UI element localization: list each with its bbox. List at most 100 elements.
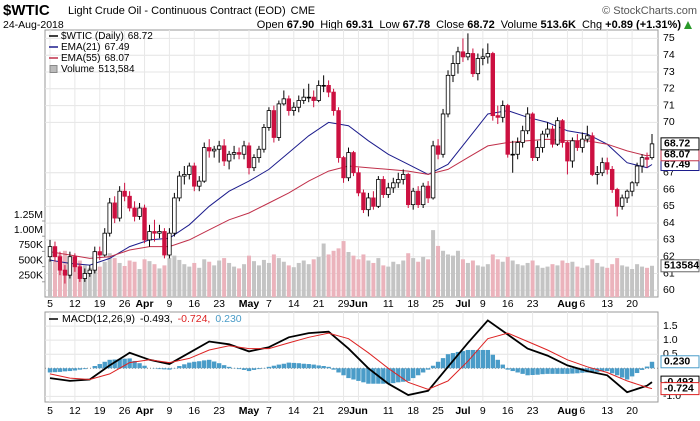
volume-bar <box>346 252 351 297</box>
volume-bar <box>122 265 127 297</box>
y-tick-label: 65 <box>663 200 675 212</box>
candle-body <box>495 115 500 118</box>
macd-histogram-bar <box>211 361 217 369</box>
quote-label: Low <box>379 19 399 31</box>
volume-bar <box>560 260 565 297</box>
macd-histogram-bar <box>639 368 645 370</box>
macd-line <box>49 332 653 390</box>
change-arrow <box>684 21 692 29</box>
candle-body <box>132 207 137 217</box>
x-tick-label: 9 <box>480 298 486 310</box>
x-tick-label: Jul <box>455 298 470 310</box>
legend-name: EMA(55) <box>61 53 100 64</box>
macd-histogram-bar <box>192 361 197 369</box>
volume-bar <box>411 258 416 297</box>
candle-body <box>480 56 486 59</box>
x-tick-label: 9 <box>166 298 172 310</box>
volume-bar <box>57 254 62 297</box>
volume-bar <box>311 259 316 297</box>
candle-body <box>207 147 212 152</box>
candle-body <box>117 190 122 219</box>
volume-bar <box>535 265 540 297</box>
volume-bar <box>187 266 192 297</box>
candle-body <box>565 142 570 162</box>
macd-histogram-bar <box>187 362 192 369</box>
volume-bar <box>595 262 600 297</box>
macd-histogram-bar <box>306 364 311 369</box>
quote: Open 67.90 High 69.31 Low 67.78 Close 68.72 Volu… <box>257 19 682 31</box>
volume-bar <box>465 262 470 297</box>
quote-label: Close <box>436 19 464 31</box>
quote-value: 67.78 <box>403 19 431 31</box>
candle-body <box>361 192 366 211</box>
candle-body <box>122 190 127 197</box>
macd-histogram-bar <box>276 364 282 369</box>
macd-histogram-bar <box>97 364 102 369</box>
volume-bar <box>306 264 311 297</box>
macd-histogram-bar <box>629 368 635 377</box>
candle-body <box>246 145 252 169</box>
candle-body <box>605 162 610 170</box>
histogram-last: 0.230 <box>664 356 690 368</box>
macd-histogram-bar <box>281 363 287 369</box>
macd-histogram-bar <box>435 361 441 369</box>
candle-body <box>590 135 595 175</box>
candle-body <box>202 147 207 182</box>
volume-bar <box>48 259 52 297</box>
y-tick-label: 66 <box>663 183 675 195</box>
price-last-box <box>660 137 700 151</box>
macd-histogram-bar <box>525 368 530 376</box>
macd-histogram-bar <box>356 368 361 381</box>
y-tick-label: 73 <box>663 66 675 78</box>
candle-body <box>306 96 311 99</box>
x-tick-label: 19 <box>94 405 106 417</box>
candle-body <box>465 53 471 58</box>
macd-histogram-bar <box>336 368 341 373</box>
macd-histogram-bar <box>117 358 122 369</box>
macd-histogram-bar <box>420 368 426 373</box>
macd-histogram-bar <box>570 368 575 374</box>
quote-label: Chg <box>582 19 602 31</box>
candle-body <box>211 148 217 152</box>
volume-bar <box>207 261 212 297</box>
x-tick-label: Aug <box>557 405 577 417</box>
candle-body <box>167 232 172 256</box>
volume-bar <box>460 259 465 297</box>
macd-last-box <box>660 382 700 396</box>
candle-body <box>540 133 545 148</box>
macd-histogram-bar <box>351 368 356 380</box>
candle-body <box>455 51 461 64</box>
candle-body <box>316 85 321 101</box>
x-tick-label: 18 <box>407 405 419 417</box>
macd-histogram-bar <box>555 368 560 374</box>
macd-histogram-bar <box>321 366 326 369</box>
x-tick-label: 7 <box>266 405 272 417</box>
volume-last-box <box>660 259 700 273</box>
candle-body <box>555 120 560 145</box>
legend-name: $WTIC (Daily) <box>61 31 124 42</box>
candle-body <box>276 103 282 138</box>
volume-bar <box>142 259 147 297</box>
x-tick-label: 26 <box>119 405 131 417</box>
volume-bar <box>261 259 266 297</box>
macd-histogram-bar <box>157 368 162 370</box>
macd-histogram-bar <box>137 363 142 369</box>
macd-histogram-bar <box>490 354 495 369</box>
volume-bar <box>505 256 510 297</box>
macd-histogram-bar <box>386 368 391 384</box>
candle-body <box>440 113 446 155</box>
candle-body <box>77 266 83 279</box>
candle-body <box>97 251 102 256</box>
candle-body <box>221 145 227 162</box>
macd-histogram-bar <box>401 368 406 382</box>
x-tick-label: Jun <box>349 298 368 310</box>
volume-bar <box>192 262 197 297</box>
candle-body <box>629 182 635 192</box>
macd-histogram-bar <box>540 368 545 375</box>
macd-histogram-bar <box>560 368 565 374</box>
candle-body <box>450 63 456 76</box>
volume-bar <box>242 264 247 297</box>
volume-tick-label: 500K <box>18 254 43 266</box>
macd-histogram-bar <box>326 366 331 369</box>
